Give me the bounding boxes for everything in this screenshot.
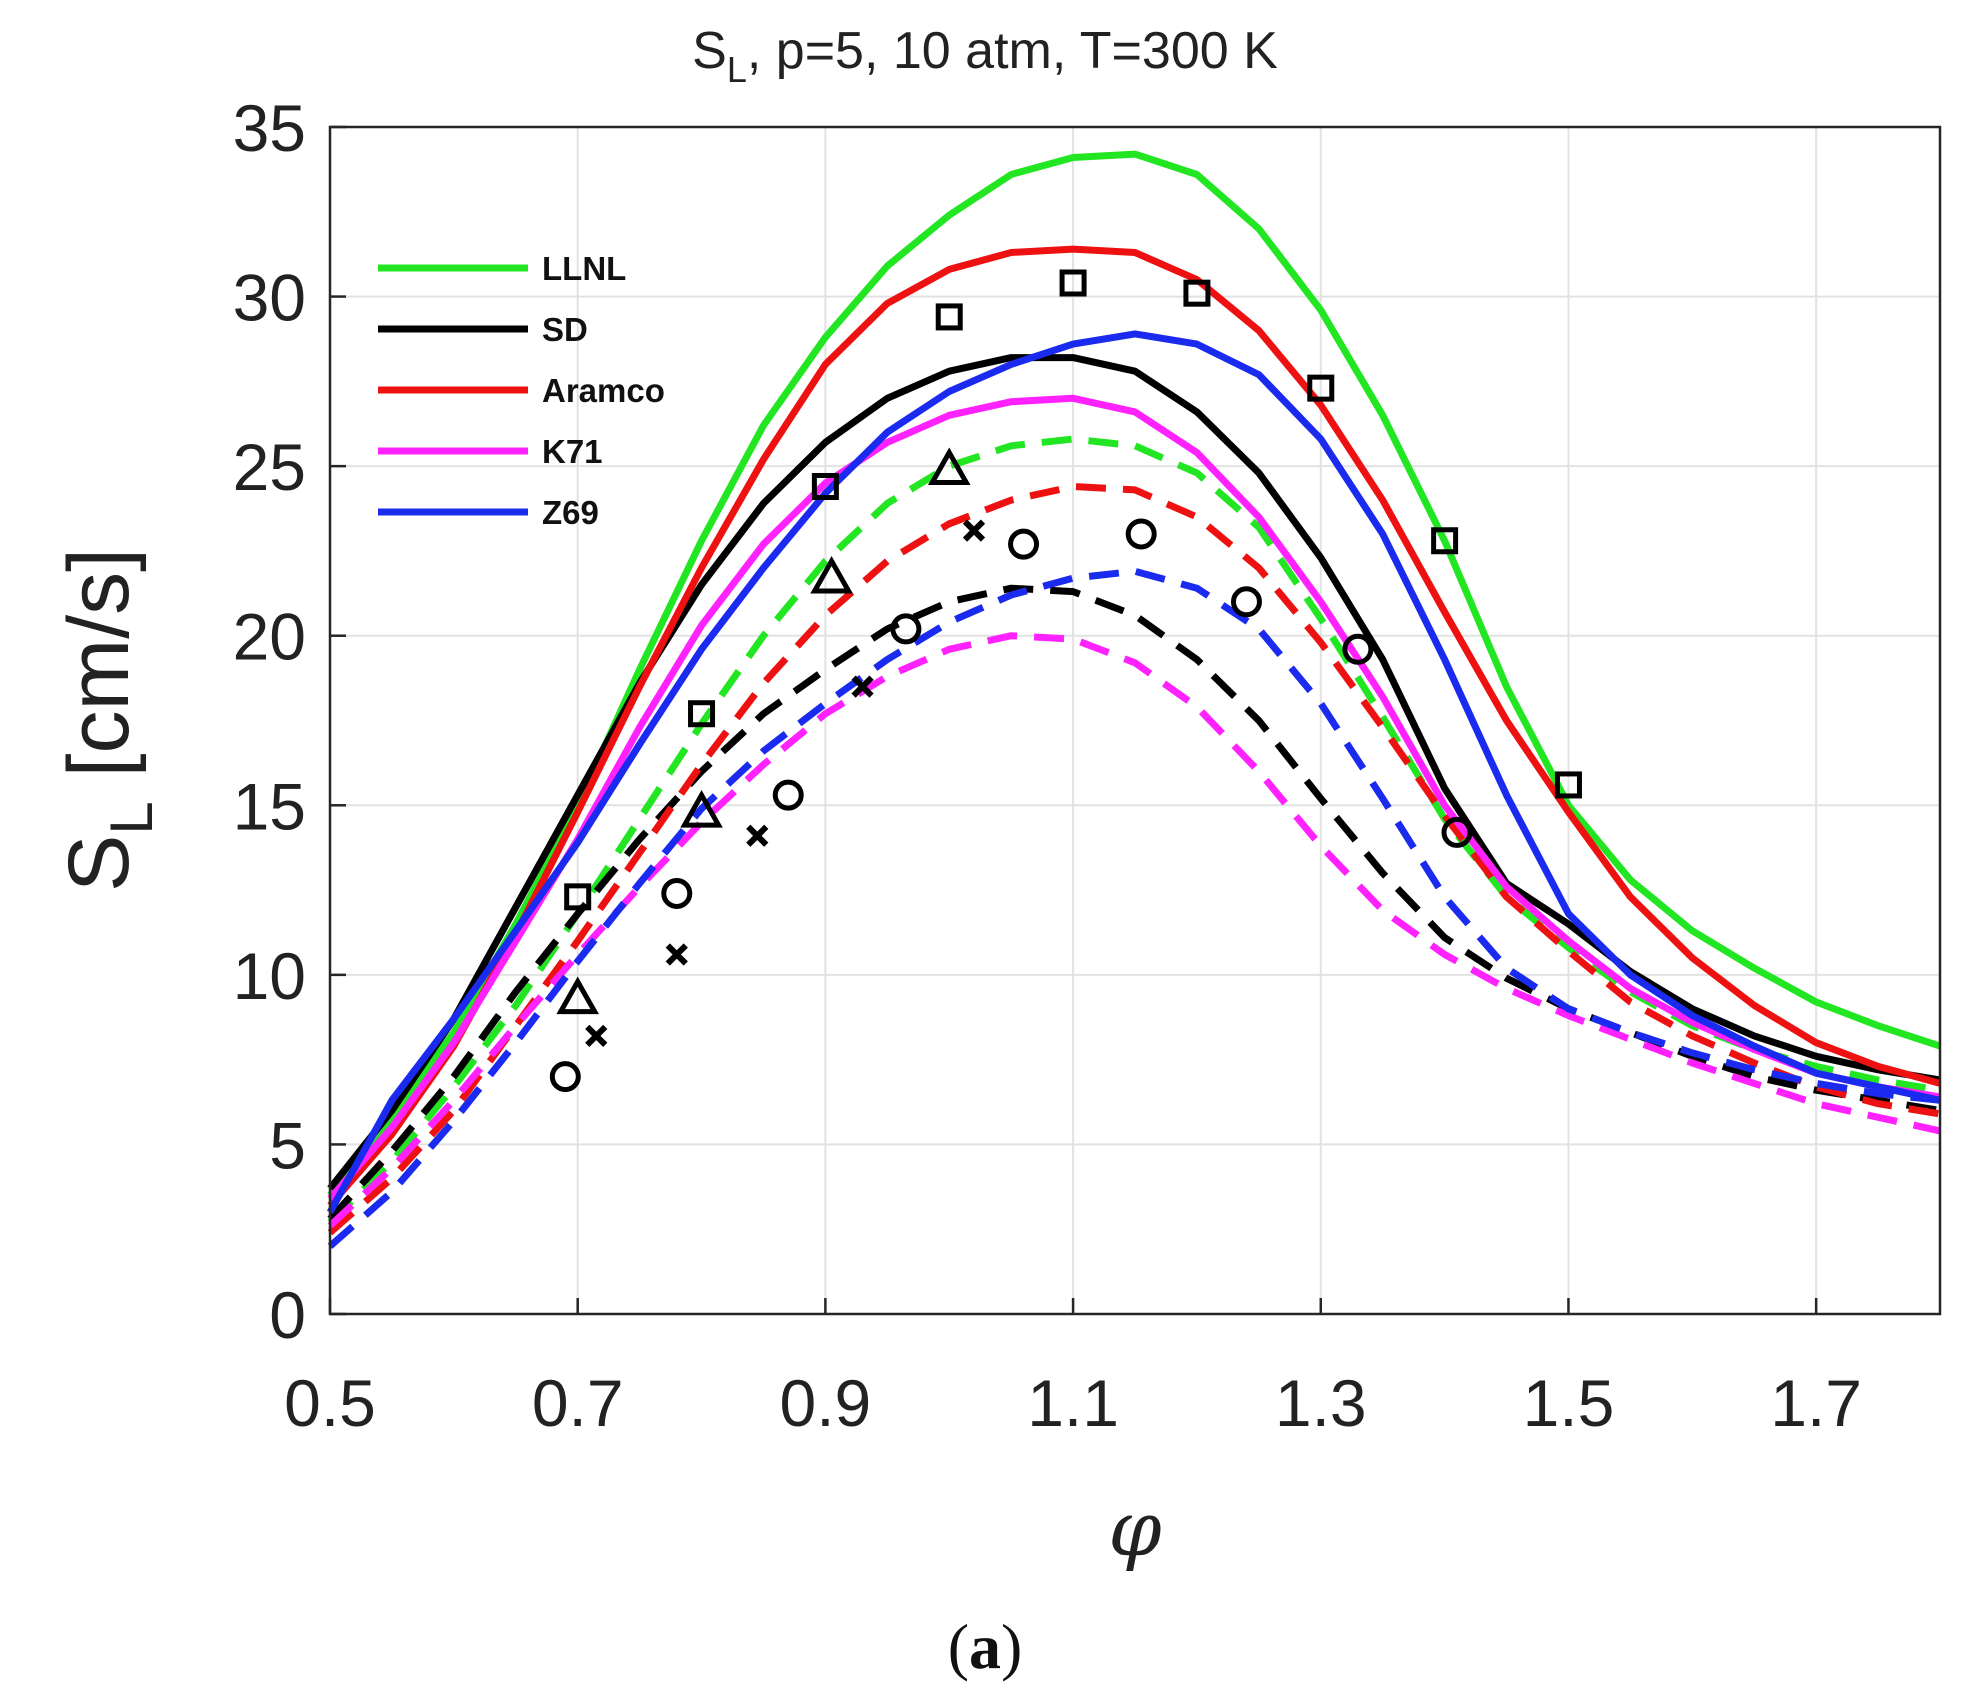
y-tick-label: 10 <box>233 939 306 1013</box>
marker-square <box>811 472 839 500</box>
series-line-sd-10atm <box>327 584 1941 1222</box>
figure-caption: (a) <box>948 1611 1023 1682</box>
x-tick-label: 0.9 <box>780 1366 872 1440</box>
y-axis-label: SL [cm/s] <box>51 548 165 892</box>
marker-square <box>935 303 963 331</box>
marker-circle <box>772 779 804 811</box>
legend-item-k71: K71 <box>378 433 603 470</box>
legend-item-llnl: LLNL <box>378 250 626 287</box>
marker-circle <box>1342 633 1374 665</box>
marker-square <box>564 883 592 911</box>
marker-circle <box>1441 816 1473 848</box>
y-tick-label: 15 <box>233 769 306 843</box>
series-lines <box>326 150 1942 1249</box>
series-line-llnl-10atm <box>327 435 1941 1225</box>
marker-triangle <box>680 789 723 828</box>
marker-square <box>1059 269 1087 297</box>
marker-circle <box>1008 528 1040 560</box>
legend-item-sd: SD <box>378 311 588 348</box>
y-axis-ticks: 0 5 10 15 20 25 30 35 <box>233 91 346 1352</box>
x-axis-ticks: 0.5 0.7 0.9 1.1 1.3 1.5 1.7 <box>284 1298 1862 1440</box>
marker-x <box>585 1024 608 1048</box>
marker-x <box>746 824 769 847</box>
x-tick-label: 0.7 <box>532 1366 624 1440</box>
marker-square <box>1183 279 1211 307</box>
legend-item-z69: Z69 <box>378 494 599 531</box>
legend-label-z69: Z69 <box>542 494 599 531</box>
legend-item-aramco: Aramco <box>378 372 665 409</box>
y-tick-label: 0 <box>269 1278 306 1352</box>
series-line-sd-5atm <box>327 354 1941 1191</box>
legend-label-sd: SD <box>542 311 588 348</box>
marker-circle <box>890 613 922 645</box>
y-tick-label: 25 <box>233 430 306 504</box>
legend-label-llnl: LLNL <box>542 250 626 287</box>
y-tick-label: 5 <box>269 1108 306 1182</box>
marker-square <box>1431 527 1459 555</box>
chart-title: SL, p=5, 10 atm, T=300 K <box>692 22 1278 90</box>
series-line-k71-5atm <box>327 394 1941 1201</box>
marker-circle <box>1125 518 1157 550</box>
x-tick-label: 1.7 <box>1770 1366 1862 1440</box>
marker-circle <box>661 877 693 909</box>
marker-x <box>962 519 986 542</box>
marker-triangle <box>810 555 853 594</box>
series-line-aramco-10atm <box>327 483 1941 1236</box>
series-line-z69-5atm <box>326 330 1941 1214</box>
legend: LLNL SD Aramco K71 Z69 <box>378 250 665 531</box>
y-tick-label: 20 <box>233 600 306 674</box>
legend-label-k71: K71 <box>542 433 603 470</box>
series-line-k71-10atm <box>327 632 1941 1229</box>
marker-circle <box>549 1061 581 1093</box>
x-tick-label: 1.3 <box>1275 1366 1367 1440</box>
marker-x <box>851 675 874 698</box>
x-axis-label: φ <box>1108 1484 1161 1573</box>
marker-square <box>688 700 716 728</box>
x-tick-label: 1.5 <box>1523 1366 1615 1440</box>
marker-x <box>665 943 688 966</box>
marker-triangle <box>927 447 971 486</box>
y-tick-label: 35 <box>233 91 306 165</box>
series-line-aramco-5atm <box>327 245 1941 1208</box>
x-tick-label: 0.5 <box>284 1366 376 1440</box>
experimental-markers <box>549 269 1582 1093</box>
x-tick-label: 1.1 <box>1027 1366 1119 1440</box>
legend-label-aramco: Aramco <box>542 372 665 409</box>
marker-square <box>1307 374 1335 402</box>
plot-area-frame <box>328 125 1942 1316</box>
marker-circle <box>1230 586 1262 618</box>
marker-square <box>1554 771 1582 799</box>
y-tick-label: 30 <box>233 261 306 335</box>
marker-triangle <box>556 976 599 1015</box>
